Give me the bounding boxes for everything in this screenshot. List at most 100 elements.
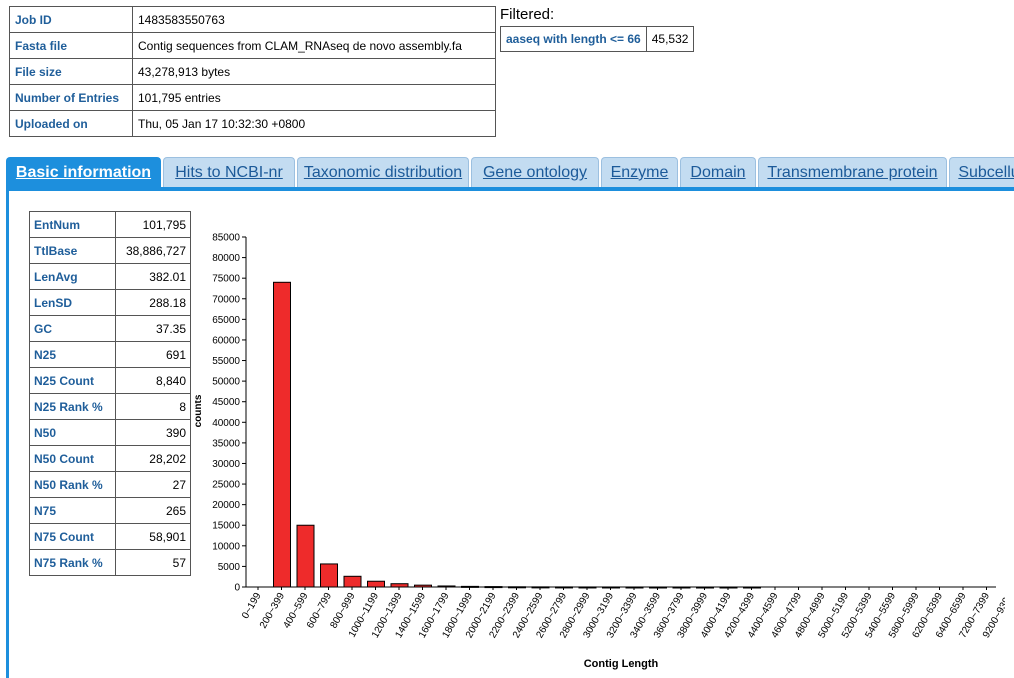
stats-label: N50 Count xyxy=(29,445,116,472)
stats-label: LenAvg xyxy=(29,263,116,290)
y-tick-label: 65000 xyxy=(212,315,240,326)
stats-label: TtlBase xyxy=(29,237,116,264)
stats-row: N50 390 xyxy=(29,419,191,446)
tab-bar: Basic information Hits to NCBI-nr Taxonomi… xyxy=(6,157,1014,189)
stats-row: N25 Count 8,840 xyxy=(29,367,191,394)
job-info-row: Uploaded on Thu, 05 Jan 17 10:32:30 +0800 xyxy=(9,110,496,137)
y-tick-label: 40000 xyxy=(212,418,240,429)
stats-label: N25 Count xyxy=(29,367,116,394)
stats-value: 27 xyxy=(115,471,191,498)
stats-label: N50 xyxy=(29,419,116,446)
filtered-label: aaseq with length <= 66 xyxy=(500,26,647,52)
stats-label: N50 Rank % xyxy=(29,471,116,498)
stats-row: N50 Count 28,202 xyxy=(29,445,191,472)
tab-gene-ontology[interactable]: Gene ontology xyxy=(471,157,599,187)
stats-value: 8 xyxy=(115,393,191,420)
stats-row: GC 37.35 xyxy=(29,315,191,342)
y-tick-label: 0 xyxy=(234,583,240,594)
job-info-row: Job ID 1483583550763 xyxy=(9,6,496,33)
job-info-value: Thu, 05 Jan 17 10:32:30 +0800 xyxy=(132,110,496,137)
filtered-value: 45,532 xyxy=(645,26,695,52)
histogram-bar xyxy=(273,281,291,588)
stats-value: 691 xyxy=(115,341,191,368)
stats-value: 37.35 xyxy=(115,315,191,342)
y-tick-label: 80000 xyxy=(212,253,240,264)
filtered-table: aaseq with length <= 66 45,532 xyxy=(500,26,695,52)
job-info-row: Fasta file Contig sequences from CLAM_RNA… xyxy=(9,32,496,59)
stats-label: EntNum xyxy=(29,211,116,238)
job-info-label: Number of Entries xyxy=(9,84,133,111)
job-info-label: File size xyxy=(9,58,133,85)
job-info-value: Contig sequences from CLAM_RNAseq de nov… xyxy=(132,32,496,59)
y-tick-label: 55000 xyxy=(212,356,240,367)
histogram-bar xyxy=(390,583,409,588)
job-info-row: Number of Entries 101,795 entries xyxy=(9,84,496,111)
y-tick-label: 10000 xyxy=(212,541,240,552)
stats-label: N75 xyxy=(29,497,116,524)
tab-subcellu[interactable]: Subcellu xyxy=(949,157,1014,187)
tab-enzyme[interactable]: Enzyme xyxy=(601,157,678,187)
tab-taxonomic-distribution[interactable]: Taxonomic distribution xyxy=(297,157,469,187)
job-info-value: 43,278,913 bytes xyxy=(132,58,496,85)
filtered-title: Filtered: xyxy=(500,6,555,23)
histogram-bar xyxy=(414,584,432,588)
y-tick-label: 25000 xyxy=(212,480,240,491)
stats-label: LenSD xyxy=(29,289,116,316)
y-tick-label: 15000 xyxy=(212,521,240,532)
tab-underline xyxy=(6,187,1014,191)
x-axis-title: Contig Length xyxy=(584,658,659,670)
stats-value: 288.18 xyxy=(115,289,191,316)
stats-label: GC xyxy=(29,315,116,342)
stats-value: 57 xyxy=(115,549,191,576)
histogram-bar xyxy=(343,575,362,588)
stats-value: 265 xyxy=(115,497,191,524)
job-info-value: 101,795 entries xyxy=(132,84,496,111)
stats-row: EntNum 101,795 xyxy=(29,211,191,238)
job-info-value: 1483583550763 xyxy=(132,6,496,33)
stats-table: EntNum 101,795 TtlBase 38,886,727 LenAvg 382.… xyxy=(29,211,191,576)
panel-border xyxy=(6,187,9,678)
stats-label: N25 xyxy=(29,341,116,368)
tab-hits-to-ncbi-nr[interactable]: Hits to NCBI-nr xyxy=(163,157,295,187)
stats-row: N75 Count 58,901 xyxy=(29,523,191,550)
stats-value: 101,795 xyxy=(115,211,191,238)
histogram-bar xyxy=(437,585,456,588)
y-tick-label: 85000 xyxy=(212,233,240,244)
job-info-label: Job ID xyxy=(9,6,133,33)
stats-row: LenAvg 382.01 xyxy=(29,263,191,290)
y-tick-label: 50000 xyxy=(212,377,240,388)
y-tick-label: 5000 xyxy=(218,562,241,573)
y-tick-label: 20000 xyxy=(212,500,240,511)
stats-row: N25 Rank % 8 xyxy=(29,393,191,420)
stats-value: 38,886,727 xyxy=(115,237,191,264)
stats-value: 28,202 xyxy=(115,445,191,472)
stats-label: N75 Rank % xyxy=(29,549,116,576)
contig-length-histogram: 0 5000 10000 15000 20000 25000 30000 35000 40000… xyxy=(195,233,1005,671)
tab-basic-information[interactable]: Basic information xyxy=(6,157,161,187)
stats-row: N75 265 xyxy=(29,497,191,524)
y-tick-label: 75000 xyxy=(212,274,240,285)
stats-row: LenSD 288.18 xyxy=(29,289,191,316)
y-tick-label: 60000 xyxy=(212,335,240,346)
job-info-table: Job ID 1483583550763 Fasta file Contig sequ… xyxy=(9,6,496,137)
tab-domain[interactable]: Domain xyxy=(680,157,756,187)
stats-row: N75 Rank % 57 xyxy=(29,549,191,576)
histogram-bar xyxy=(367,580,385,588)
y-tick-label: 45000 xyxy=(212,397,240,408)
histogram-bar xyxy=(320,563,338,588)
stats-value: 382.01 xyxy=(115,263,191,290)
stats-value: 8,840 xyxy=(115,367,191,394)
tab-transmembrane-protein[interactable]: Transmembrane protein xyxy=(758,157,947,187)
stats-row: TtlBase 38,886,727 xyxy=(29,237,191,264)
y-tick-label: 30000 xyxy=(212,459,240,470)
y-tick-label: 35000 xyxy=(212,438,240,449)
stats-value: 390 xyxy=(115,419,191,446)
y-axis-title: counts xyxy=(195,394,204,427)
job-info-label: Fasta file xyxy=(9,32,133,59)
job-info-row: File size 43,278,913 bytes xyxy=(9,58,496,85)
job-info-label: Uploaded on xyxy=(9,110,133,137)
y-tick-label: 70000 xyxy=(212,294,240,305)
histogram-bar xyxy=(296,524,315,588)
stats-value: 58,901 xyxy=(115,523,191,550)
stats-row: N25 691 xyxy=(29,341,191,368)
